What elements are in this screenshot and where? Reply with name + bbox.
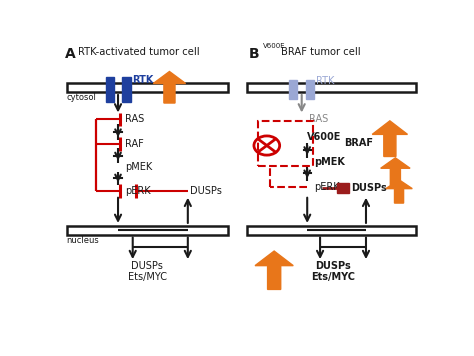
Bar: [289, 80, 297, 99]
Text: V600E: V600E: [307, 132, 342, 142]
Text: DUSPs: DUSPs: [315, 261, 351, 271]
Text: V600E: V600E: [263, 43, 286, 49]
FancyArrow shape: [372, 121, 408, 157]
Text: DUSPs: DUSPs: [351, 183, 387, 193]
Text: pERK: pERK: [315, 182, 340, 192]
Text: RTK: RTK: [316, 76, 334, 86]
Bar: [66, 83, 228, 92]
Text: RAS: RAS: [125, 115, 145, 125]
Text: RTK-activated tumor cell: RTK-activated tumor cell: [78, 47, 199, 57]
Bar: [258, 121, 313, 166]
Text: pMEK: pMEK: [125, 162, 153, 172]
Text: B: B: [248, 47, 259, 61]
Text: nucleus: nucleus: [66, 236, 100, 245]
Text: Ets/MYC: Ets/MYC: [128, 272, 167, 282]
Bar: [122, 77, 130, 102]
Bar: [246, 226, 416, 235]
FancyArrow shape: [255, 251, 293, 289]
Text: cytosol: cytosol: [66, 93, 97, 103]
Bar: [66, 226, 228, 235]
Text: pMEK: pMEK: [315, 157, 346, 167]
Text: RAF: RAF: [125, 139, 144, 149]
Text: RAS: RAS: [309, 115, 328, 125]
Text: DUSPs: DUSPs: [190, 186, 221, 196]
Text: RTK: RTK: [132, 75, 154, 85]
Bar: [337, 183, 349, 193]
Text: DUSPs: DUSPs: [131, 261, 164, 271]
Text: A: A: [65, 47, 75, 61]
Text: Ets/MYC: Ets/MYC: [311, 272, 355, 282]
Bar: [246, 83, 416, 92]
Text: BRAF tumor cell: BRAF tumor cell: [282, 47, 361, 57]
FancyArrow shape: [153, 72, 186, 103]
Bar: [306, 80, 314, 99]
Text: pERK: pERK: [125, 186, 151, 196]
Text: BRAF: BRAF: [344, 138, 373, 148]
FancyArrow shape: [381, 158, 410, 185]
FancyArrow shape: [386, 180, 412, 203]
Bar: [106, 77, 114, 102]
